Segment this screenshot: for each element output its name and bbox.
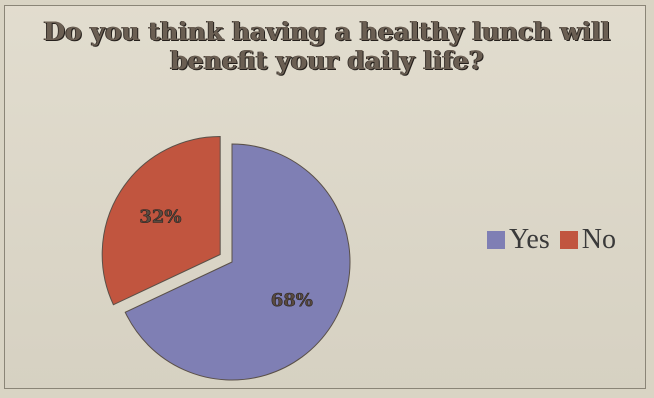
legend-swatch-yes <box>487 231 505 249</box>
legend-swatch-no <box>559 231 578 249</box>
pie-slice-no <box>101 135 221 306</box>
data-label-no: 32% <box>139 207 181 228</box>
legend-label-yes: Yes <box>509 224 550 255</box>
legend: Yes No <box>487 224 616 256</box>
legend-label-no: No <box>581 224 616 255</box>
chart-title-line-2: benefit your daily life? <box>170 46 484 75</box>
data-label-yes: 68% <box>271 290 313 311</box>
chart-title: Do you think having a healthy lunch will… <box>0 17 654 75</box>
chart-title-line-1: Do you think having a healthy lunch will <box>43 17 611 46</box>
legend-item-no: No <box>559 224 616 256</box>
pie-slice-yes <box>124 143 351 381</box>
legend-item-yes: Yes <box>487 224 550 256</box>
